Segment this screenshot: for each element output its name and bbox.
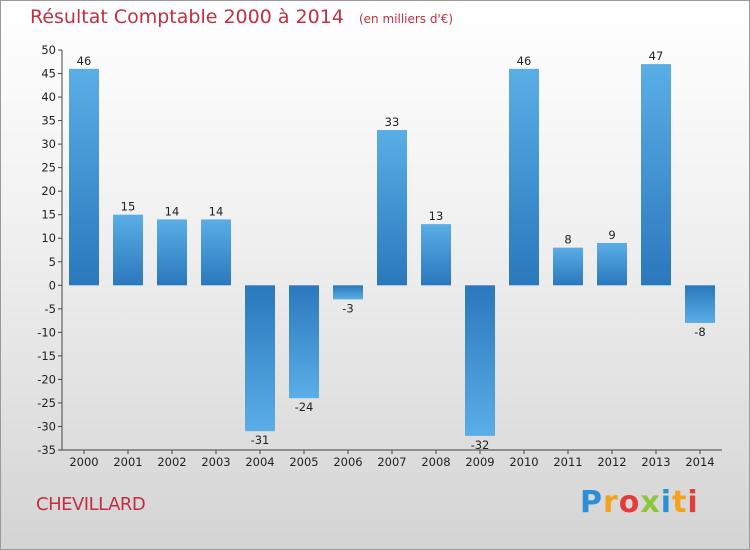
x-tick-label: 2014: [685, 455, 714, 469]
chart-subtitle: (en milliers d'€): [358, 12, 454, 26]
bar: [685, 285, 715, 323]
proxiti-logo: Proxiti: [580, 485, 699, 520]
x-tick-label: 2002: [157, 455, 186, 469]
logo-letter: i: [687, 485, 699, 520]
x-tick-label: 2005: [289, 455, 318, 469]
x-tick-label: 2004: [245, 455, 274, 469]
data-label: -32: [471, 438, 490, 452]
x-tick-label: 2006: [333, 455, 362, 469]
data-label: 14: [209, 204, 224, 218]
data-label: 15: [121, 200, 136, 214]
logo-letter: P: [580, 485, 603, 520]
x-tick-label: 2011: [553, 455, 582, 469]
y-tick-label: -30: [37, 419, 56, 433]
data-label: -24: [295, 400, 314, 414]
bar: [69, 68, 99, 286]
y-tick-label: 35: [41, 114, 56, 128]
y-tick-label: 20: [41, 184, 56, 198]
chart-title-wrap: Résultat Comptable 2000 à 2014 (en milli…: [30, 6, 453, 28]
y-tick-label: 25: [41, 161, 56, 175]
y-tick-label: 10: [41, 231, 56, 245]
logo-letter: i: [660, 485, 673, 520]
data-label: 9: [608, 228, 615, 242]
logo-letter: x: [640, 485, 661, 520]
bar: [509, 68, 539, 286]
data-label: 13: [429, 209, 444, 223]
data-label: 33: [385, 115, 400, 129]
logo-letter: t: [672, 485, 688, 520]
bar: [289, 285, 319, 399]
commune-name: CHEVILLARD: [36, 494, 146, 515]
bar: [465, 285, 495, 436]
logo-letter: o: [618, 485, 641, 520]
bar: [245, 285, 275, 432]
logo-letter: r: [603, 485, 619, 520]
x-tick-label: 2012: [597, 455, 626, 469]
x-tick-label: 2008: [421, 455, 450, 469]
y-tick-label: 40: [41, 90, 56, 104]
y-tick-label: 45: [41, 67, 56, 81]
bar: [553, 247, 583, 286]
bar: [333, 285, 363, 300]
x-tick-label: 2007: [377, 455, 406, 469]
bar: [113, 214, 143, 286]
bar: [641, 64, 671, 286]
data-label: -31: [251, 433, 270, 447]
data-label: 8: [564, 233, 571, 247]
y-tick-label: 15: [41, 208, 56, 222]
bar: [201, 219, 231, 286]
bar: [597, 242, 627, 286]
bar: [157, 219, 187, 286]
y-tick-label: -5: [45, 302, 56, 316]
y-tick-label: -15: [37, 349, 56, 363]
data-label: -3: [342, 301, 353, 315]
y-tick-label: -10: [37, 325, 56, 339]
y-tick-label: -35: [37, 443, 56, 457]
bar: [377, 130, 407, 286]
x-tick-label: 2001: [113, 455, 142, 469]
x-tick-label: 2009: [465, 455, 494, 469]
y-tick-label: 0: [49, 278, 56, 292]
x-tick-label: 2003: [201, 455, 230, 469]
y-tick-label: -25: [37, 396, 56, 410]
data-label: 46: [517, 54, 532, 68]
y-tick-label: 50: [41, 43, 56, 57]
x-tick-label: 2000: [69, 455, 98, 469]
y-tick-label: 30: [41, 137, 56, 151]
y-tick-label: -20: [37, 372, 56, 386]
data-label: 14: [165, 204, 180, 218]
data-label: -8: [694, 325, 705, 339]
data-label: 46: [77, 54, 92, 68]
bar: [421, 224, 451, 286]
data-label: 47: [649, 49, 664, 63]
chart-title: Résultat Comptable 2000 à 2014: [30, 6, 344, 28]
x-tick-label: 2013: [641, 455, 670, 469]
x-tick-label: 2010: [509, 455, 538, 469]
y-tick-label: 5: [49, 255, 56, 269]
